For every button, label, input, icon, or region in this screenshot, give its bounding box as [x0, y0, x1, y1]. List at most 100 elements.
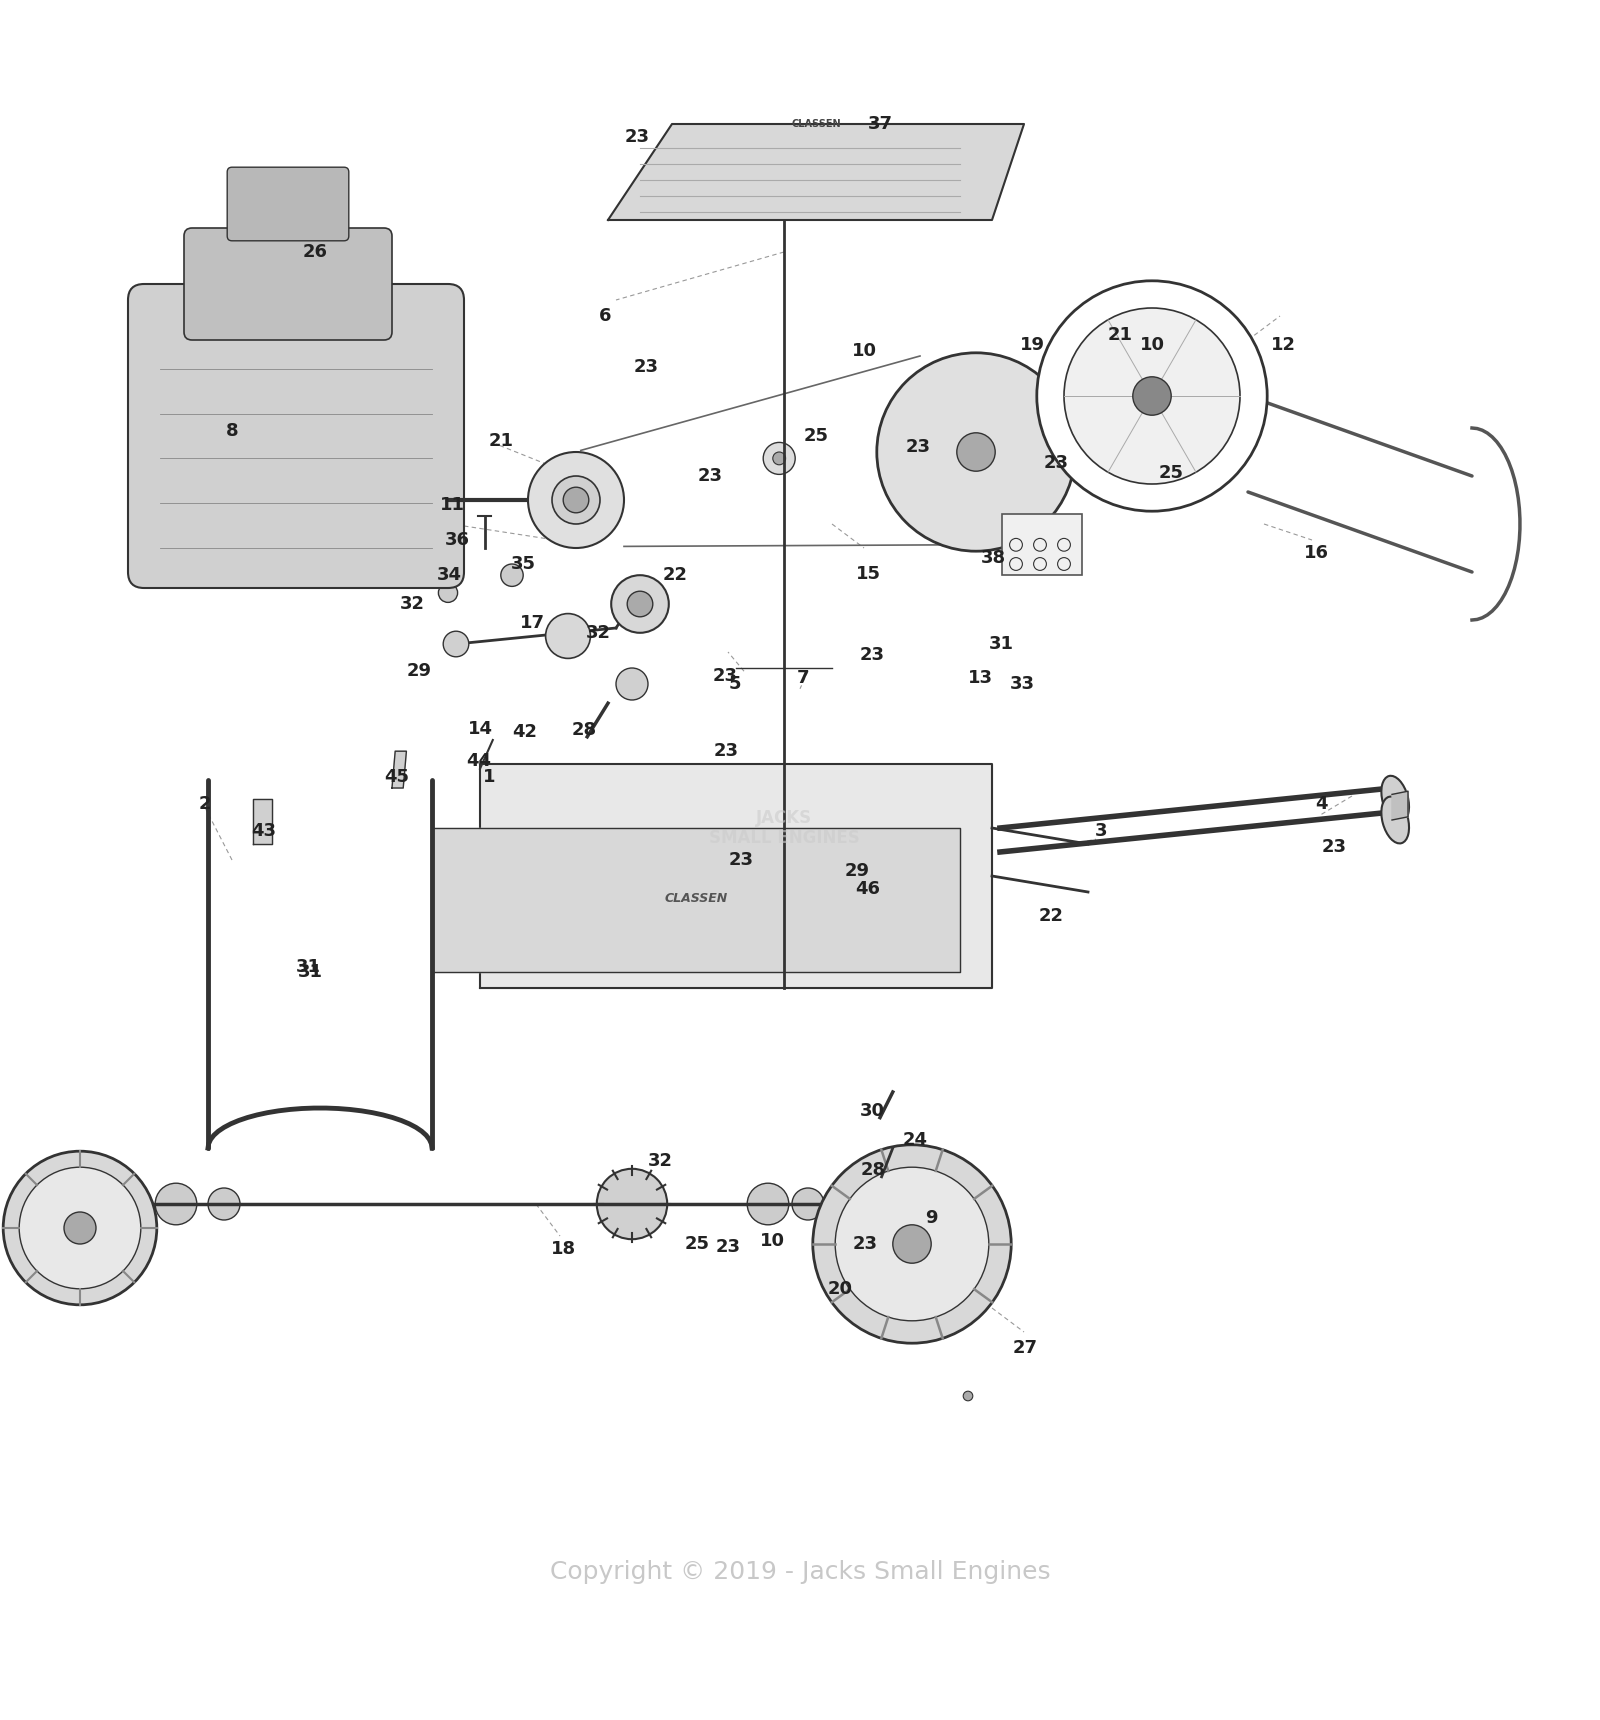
Text: 28: 28 [861, 1161, 886, 1180]
Text: 23: 23 [906, 439, 931, 456]
Text: 9: 9 [925, 1209, 938, 1228]
Text: 43: 43 [251, 822, 277, 839]
Text: 10: 10 [1139, 335, 1165, 354]
Text: 32: 32 [586, 624, 611, 642]
FancyBboxPatch shape [128, 284, 464, 588]
Text: 23: 23 [712, 667, 738, 685]
FancyBboxPatch shape [184, 229, 392, 341]
Ellipse shape [1381, 776, 1410, 822]
Text: 25: 25 [685, 1235, 710, 1252]
Circle shape [792, 1189, 824, 1219]
Circle shape [528, 452, 624, 549]
Polygon shape [432, 827, 960, 972]
Polygon shape [1392, 791, 1408, 820]
Text: 19: 19 [1019, 335, 1045, 354]
Text: 38: 38 [981, 549, 1006, 566]
Text: 18: 18 [550, 1240, 576, 1257]
Circle shape [627, 592, 653, 617]
Circle shape [1133, 377, 1171, 415]
Text: 15: 15 [856, 564, 882, 583]
Circle shape [1064, 308, 1240, 483]
Text: 44: 44 [466, 752, 491, 771]
Text: 24: 24 [902, 1132, 928, 1149]
Circle shape [877, 353, 1075, 550]
Circle shape [19, 1168, 141, 1288]
Text: 26: 26 [302, 243, 328, 261]
Text: 2: 2 [198, 795, 211, 814]
Text: 5: 5 [728, 674, 741, 693]
Text: 32: 32 [648, 1152, 674, 1170]
Text: 31: 31 [296, 958, 322, 977]
Text: 35: 35 [510, 556, 536, 573]
Text: 10: 10 [760, 1232, 786, 1250]
Circle shape [501, 564, 523, 587]
Text: 23: 23 [634, 358, 659, 377]
Circle shape [120, 1189, 152, 1219]
Text: 4: 4 [1315, 795, 1328, 814]
Text: 42: 42 [512, 722, 538, 741]
Circle shape [773, 452, 786, 464]
Text: 45: 45 [384, 767, 410, 786]
Text: 23: 23 [714, 743, 739, 760]
Text: 11: 11 [440, 495, 466, 514]
Circle shape [64, 1213, 96, 1244]
Circle shape [552, 476, 600, 525]
Circle shape [443, 631, 469, 657]
Circle shape [1037, 280, 1267, 511]
Text: 6: 6 [598, 306, 611, 325]
Circle shape [835, 1183, 877, 1225]
Text: 29: 29 [406, 662, 432, 679]
Text: 22: 22 [1038, 906, 1064, 925]
FancyBboxPatch shape [1002, 514, 1082, 574]
Circle shape [597, 1170, 667, 1238]
Text: 33: 33 [1010, 674, 1035, 693]
Text: 7: 7 [797, 669, 810, 686]
Text: 16: 16 [1304, 544, 1330, 562]
Polygon shape [392, 752, 406, 788]
Circle shape [963, 1391, 973, 1400]
Text: 25: 25 [803, 427, 829, 445]
Text: 8: 8 [226, 421, 238, 440]
Text: 23: 23 [698, 468, 723, 485]
Circle shape [763, 442, 795, 475]
Polygon shape [608, 124, 1024, 220]
Text: 36: 36 [445, 531, 470, 549]
Circle shape [3, 1151, 157, 1305]
Text: 23: 23 [1322, 838, 1347, 857]
Polygon shape [253, 800, 272, 845]
Text: 23: 23 [624, 127, 650, 146]
Circle shape [957, 433, 995, 471]
Circle shape [747, 1183, 789, 1225]
Text: 31: 31 [298, 963, 323, 980]
Text: 32: 32 [400, 595, 426, 612]
Text: 13: 13 [968, 669, 994, 686]
Text: 37: 37 [867, 115, 893, 132]
Text: 3: 3 [1094, 822, 1107, 839]
Circle shape [155, 1183, 197, 1225]
Text: 46: 46 [854, 881, 880, 898]
Circle shape [438, 583, 458, 602]
Text: 12: 12 [1270, 335, 1296, 354]
FancyBboxPatch shape [227, 167, 349, 241]
Text: 10: 10 [851, 342, 877, 359]
Circle shape [546, 614, 590, 659]
Text: 23: 23 [1043, 454, 1069, 473]
Text: 25: 25 [1158, 464, 1184, 482]
Text: 23: 23 [859, 647, 885, 664]
Circle shape [616, 667, 648, 700]
Text: 22: 22 [662, 566, 688, 585]
Text: 34: 34 [437, 566, 462, 585]
Text: 20: 20 [827, 1280, 853, 1299]
Circle shape [563, 487, 589, 513]
Text: 23: 23 [853, 1235, 878, 1252]
Text: 1: 1 [483, 767, 496, 786]
Text: 30: 30 [859, 1103, 885, 1120]
Circle shape [835, 1168, 989, 1321]
Text: 27: 27 [1013, 1338, 1038, 1357]
Text: 21: 21 [488, 432, 514, 451]
Circle shape [611, 574, 669, 633]
Text: 29: 29 [845, 862, 870, 881]
Text: Copyright © 2019 - Jacks Small Engines: Copyright © 2019 - Jacks Small Engines [550, 1560, 1050, 1584]
Text: CLASSEN: CLASSEN [790, 119, 842, 129]
Text: 14: 14 [467, 719, 493, 738]
